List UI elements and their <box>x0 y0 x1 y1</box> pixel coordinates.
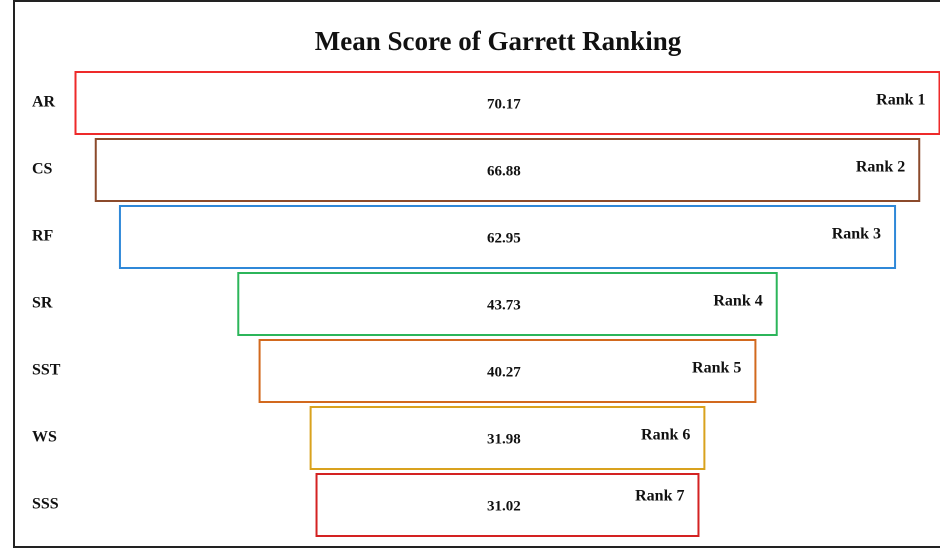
chart-frame <box>13 0 940 548</box>
value-label: 43.73 <box>487 297 521 313</box>
chart-title: Mean Score of Garrett Ranking <box>315 26 682 56</box>
rank-label: Rank 4 <box>713 293 762 310</box>
value-label: 31.02 <box>487 498 521 514</box>
rank-label: Rank 6 <box>641 427 690 444</box>
value-label: 40.27 <box>487 364 521 380</box>
category-label: WS <box>32 429 57 446</box>
funnel-bar <box>237 272 778 336</box>
value-label: 31.98 <box>487 431 521 447</box>
rank-label: Rank 2 <box>856 159 905 176</box>
funnel-bar <box>94 138 921 202</box>
category-label: RF <box>32 228 54 245</box>
value-label: 70.17 <box>487 96 521 112</box>
category-label: SST <box>32 362 61 379</box>
rank-label: Rank 3 <box>832 226 881 243</box>
funnel-bar <box>258 339 757 403</box>
funnel-bar <box>309 406 706 470</box>
category-label: AR <box>32 94 56 111</box>
category-label: SR <box>32 295 53 312</box>
funnel-bar <box>315 473 700 537</box>
rank-label: Rank 5 <box>692 360 741 377</box>
rank-label: Rank 7 <box>635 488 684 505</box>
category-label: SSS <box>32 496 59 513</box>
rank-label: Rank 1 <box>876 92 925 109</box>
funnel-bar <box>118 205 897 269</box>
value-label: 66.88 <box>487 163 521 179</box>
value-label: 62.95 <box>487 230 521 246</box>
category-label: CS <box>32 161 53 178</box>
